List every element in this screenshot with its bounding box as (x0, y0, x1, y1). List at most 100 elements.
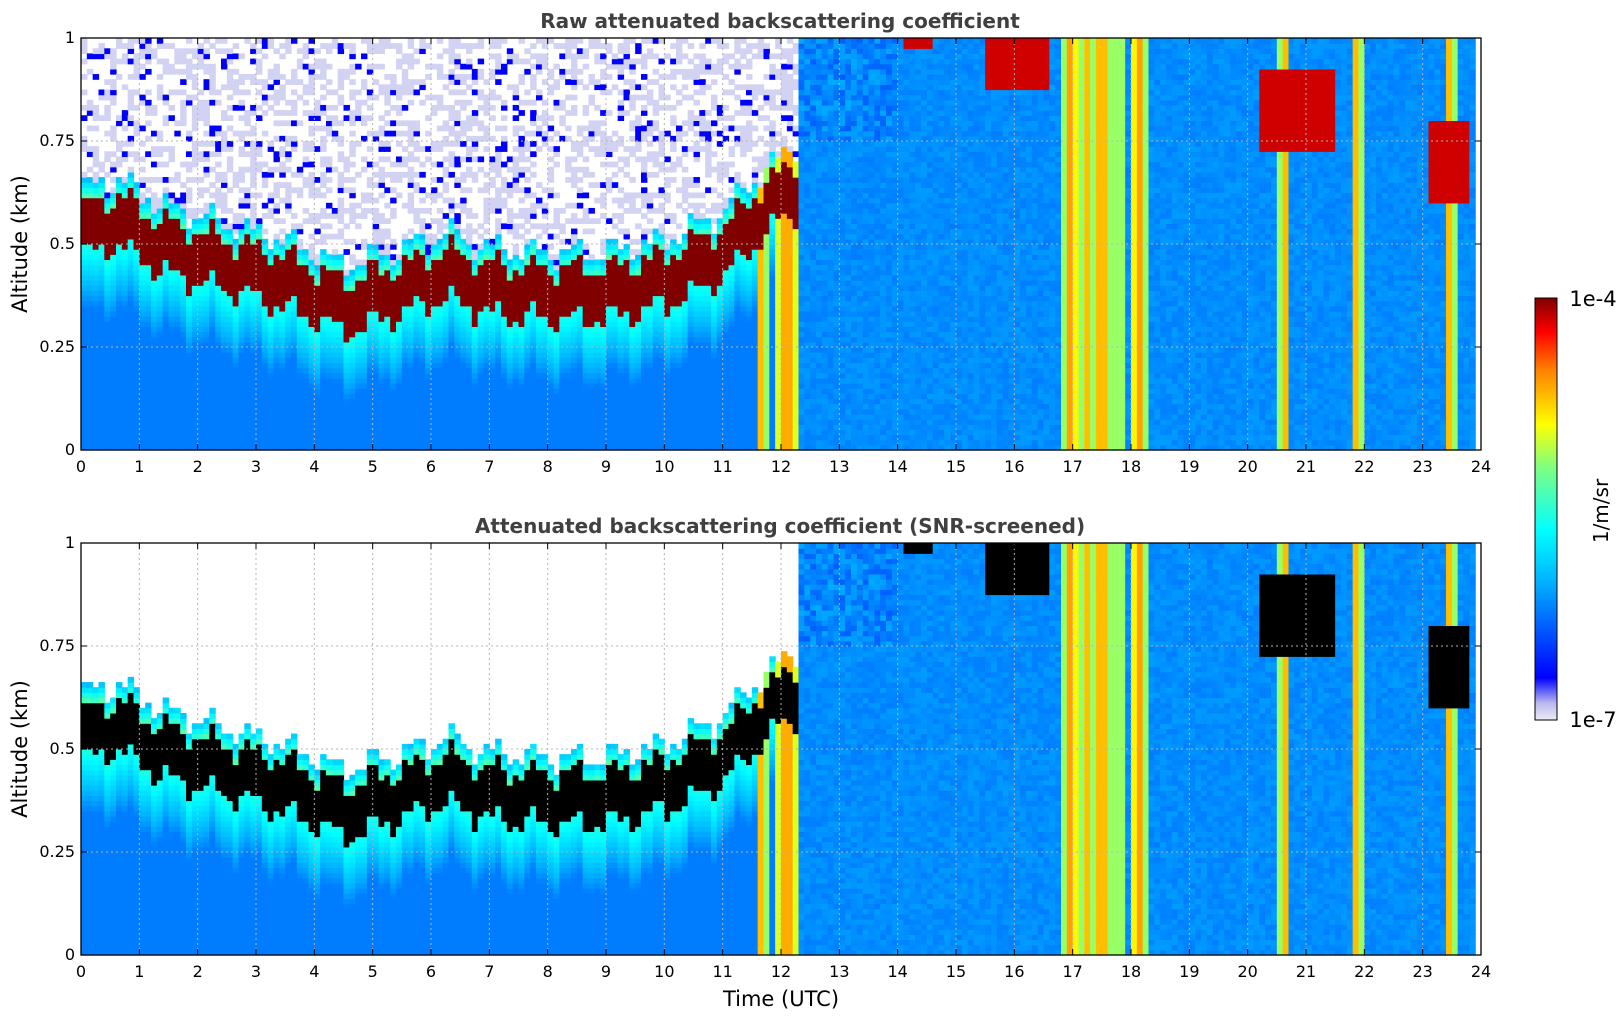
heatmap-cell (104, 362, 110, 368)
heatmap-cell (174, 198, 180, 204)
heatmap-cell (122, 182, 128, 188)
heatmap-cell (215, 429, 221, 435)
heatmap-cell (139, 393, 145, 399)
heatmap-cell (81, 440, 87, 446)
heatmap-cell (157, 301, 163, 307)
heatmap-cell (198, 290, 204, 296)
heatmap-cell (128, 172, 134, 178)
heatmap-cell (81, 435, 87, 441)
heatmap-cell (157, 383, 163, 389)
heatmap-cell (163, 404, 169, 410)
heatmap-cell (110, 306, 116, 312)
heatmap-cell (110, 198, 116, 204)
heatmap-cell (151, 259, 157, 265)
heatmap-cell (198, 105, 204, 111)
heatmap-cell (209, 167, 215, 173)
heatmap-cell (157, 352, 163, 358)
heatmap-cell (204, 399, 210, 405)
heatmap-cell (99, 203, 105, 209)
heatmap-cell (198, 399, 204, 405)
heatmap-cell (180, 275, 186, 281)
heatmap-cell (104, 352, 110, 358)
heatmap-cell (204, 429, 210, 435)
heatmap-cell (104, 105, 110, 111)
heatmap-cell (81, 404, 87, 410)
heatmap-cell (104, 290, 110, 296)
heatmap-cell (169, 203, 175, 209)
heatmap-cell (110, 383, 116, 389)
heatmap-cell (157, 38, 163, 44)
heatmap-cell (204, 440, 210, 446)
heatmap-cell (180, 53, 186, 59)
heatmap-cell (163, 100, 169, 106)
heatmap-cell (139, 435, 145, 441)
heatmap-cell (209, 347, 215, 353)
heatmap-cell (204, 223, 210, 229)
heatmap-cell (169, 208, 175, 214)
heatmap-cell (139, 373, 145, 379)
heatmap-cell (157, 399, 163, 405)
heatmap-cell (186, 275, 192, 281)
heatmap-cell (87, 435, 93, 441)
heatmap-cell (145, 259, 151, 265)
heatmap-cell (93, 151, 99, 157)
heatmap-cell (81, 285, 87, 291)
heatmap-cell (128, 218, 134, 224)
heatmap-cell (209, 151, 215, 157)
heatmap-cell (87, 316, 93, 322)
heatmap-cell (122, 368, 128, 374)
heatmap-cell (128, 326, 134, 332)
heatmap-cell (198, 187, 204, 193)
heatmap-cell (215, 440, 221, 446)
heatmap-cell (186, 337, 192, 343)
heatmap-cell (128, 254, 134, 260)
heatmap-cell (87, 69, 93, 75)
heatmap-cell (198, 429, 204, 435)
heatmap-cell (116, 409, 122, 415)
heatmap-cell (209, 332, 215, 338)
heatmap-cell (169, 311, 175, 317)
heatmap-cell (104, 316, 110, 322)
heatmap-cell (163, 357, 169, 363)
heatmap-cell (180, 373, 186, 379)
heatmap-cell (180, 290, 186, 296)
heatmap-cell (104, 388, 110, 394)
heatmap-cell (116, 362, 122, 368)
heatmap-cell (186, 131, 192, 137)
heatmap-cell (198, 332, 204, 338)
heatmap-cell (157, 234, 163, 240)
heatmap-cell (128, 393, 134, 399)
heatmap-cell (151, 249, 157, 255)
heatmap-cell (81, 265, 87, 271)
heatmap-cell (186, 208, 192, 214)
heatmap-cell (163, 399, 169, 405)
heatmap-cell (186, 399, 192, 405)
heatmap-cell (93, 429, 99, 435)
heatmap-cell (128, 265, 134, 271)
heatmap-cell (81, 213, 87, 219)
heatmap-cell (128, 399, 134, 405)
heatmap-cell (122, 53, 128, 59)
heatmap-cell (169, 177, 175, 183)
heatmap-cell (116, 213, 122, 219)
heatmap-cell (128, 167, 134, 173)
heatmap-cell (81, 409, 87, 415)
heatmap-cell (110, 326, 116, 332)
heatmap-cell (128, 440, 134, 446)
heatmap-cell (186, 311, 192, 317)
heatmap-cell (174, 435, 180, 441)
heatmap-cell (128, 136, 134, 142)
heatmap-cell (180, 357, 186, 363)
heatmap-cell (180, 368, 186, 374)
heatmap-cell (209, 265, 215, 271)
heatmap-cell (145, 290, 151, 296)
heatmap-cell (122, 265, 128, 271)
heatmap-cell (157, 404, 163, 410)
heatmap-cell (215, 435, 221, 441)
heatmap-cell (157, 254, 163, 260)
heatmap-cell (139, 64, 145, 70)
heatmap-cell (180, 311, 186, 317)
heatmap-cell (169, 332, 175, 338)
heatmap-cell (139, 249, 145, 255)
heatmap-cell (110, 404, 116, 410)
